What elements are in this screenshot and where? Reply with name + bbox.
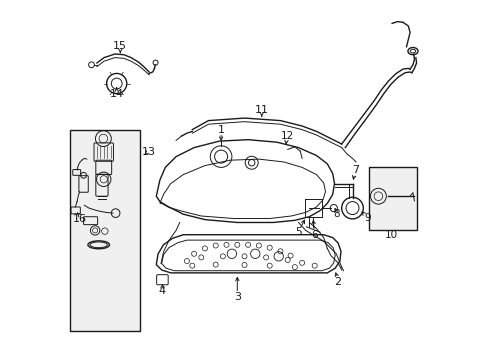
Text: 11: 11: [254, 105, 268, 115]
Text: 10: 10: [384, 230, 397, 240]
Text: 6: 6: [310, 230, 317, 240]
Text: 3: 3: [233, 292, 240, 302]
Text: 2: 2: [334, 276, 341, 287]
Bar: [70, 130, 140, 331]
Text: 13: 13: [142, 147, 156, 157]
Text: 8: 8: [333, 209, 339, 219]
Text: 14: 14: [109, 89, 123, 99]
Text: 4: 4: [159, 286, 165, 296]
Text: 1: 1: [217, 125, 224, 135]
Text: 16: 16: [73, 214, 86, 224]
Text: 15: 15: [113, 41, 127, 51]
Text: 12: 12: [281, 131, 294, 141]
Text: 9: 9: [364, 213, 370, 223]
Text: 7: 7: [351, 165, 358, 175]
Bar: [368, 167, 416, 230]
Text: 5: 5: [295, 227, 301, 237]
